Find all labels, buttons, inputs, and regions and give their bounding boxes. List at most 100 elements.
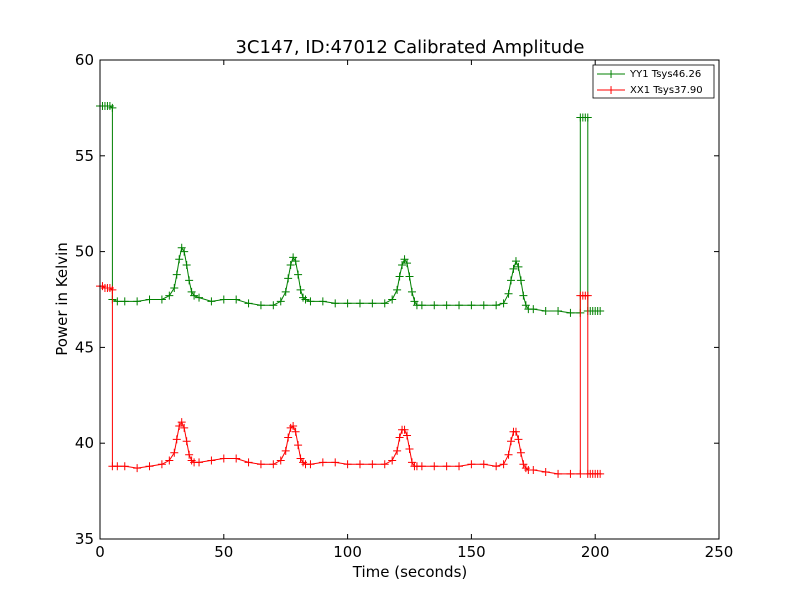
data-point-yy1 <box>185 276 194 285</box>
series-xx1 <box>96 282 605 478</box>
data-point-xx1 <box>180 423 189 432</box>
chart-title: 3C147, ID:47012 Calibrated Amplitude <box>235 37 584 58</box>
data-point-yy1 <box>120 297 129 306</box>
data-point-yy1 <box>182 261 191 270</box>
data-point-yy1 <box>388 295 397 304</box>
data-point-xx1 <box>507 437 516 446</box>
data-point-xx1 <box>318 458 327 467</box>
data-point-xx1 <box>113 462 122 471</box>
data-point-yy1 <box>170 284 179 293</box>
data-point-xx1 <box>566 469 575 478</box>
data-point-yy1 <box>343 299 352 308</box>
data-point-xx1 <box>467 460 476 469</box>
data-point-xx1 <box>455 462 464 471</box>
data-point-yy1 <box>286 261 295 270</box>
data-point-xx1 <box>284 433 293 442</box>
x-tick-label-0: 0 <box>95 543 105 561</box>
data-point-yy1 <box>492 301 501 310</box>
y-tick-label-40: 40 <box>75 434 94 452</box>
data-point-xx1 <box>417 462 426 471</box>
data-point-xx1 <box>442 462 451 471</box>
y-tick-label-35: 35 <box>75 530 94 548</box>
data-point-yy1 <box>133 297 142 306</box>
data-point-yy1 <box>368 299 377 308</box>
data-point-xx1 <box>355 460 364 469</box>
data-point-yy1 <box>398 261 407 270</box>
data-point-yy1 <box>175 255 184 264</box>
data-point-xx1 <box>511 427 520 436</box>
data-point-yy1 <box>195 293 204 302</box>
data-point-yy1 <box>514 262 523 271</box>
data-point-xx1 <box>596 469 605 478</box>
data-point-yy1 <box>331 299 340 308</box>
data-point-xx1 <box>177 418 186 427</box>
data-point-xx1 <box>492 462 501 471</box>
data-point-yy1 <box>306 297 315 306</box>
data-point-xx1 <box>182 437 191 446</box>
data-point-yy1 <box>516 276 525 285</box>
data-point-yy1 <box>108 103 117 112</box>
data-point-yy1 <box>291 257 300 266</box>
data-point-yy1 <box>276 297 285 306</box>
y-axis-label: Power in Kelvin <box>53 242 71 356</box>
data-point-yy1 <box>442 301 451 310</box>
data-point-xx1 <box>185 450 194 459</box>
data-point-yy1 <box>269 301 278 310</box>
data-point-yy1 <box>566 308 575 317</box>
data-point-xx1 <box>120 462 129 471</box>
data-point-xx1 <box>499 460 508 469</box>
data-point-xx1 <box>232 454 241 463</box>
data-point-yy1 <box>318 297 327 306</box>
legend-marker-yy1: + <box>606 67 616 81</box>
data-point-xx1 <box>400 425 409 434</box>
data-point-xx1 <box>244 458 253 467</box>
y-tick-label-60: 60 <box>75 51 94 69</box>
data-point-yy1 <box>145 295 154 304</box>
data-point-xx1 <box>504 450 513 459</box>
data-point-yy1 <box>256 301 265 310</box>
legend-marker-xx1: + <box>606 83 616 97</box>
data-point-xx1 <box>133 464 142 473</box>
data-point-yy1 <box>172 270 181 279</box>
data-point-yy1 <box>511 257 520 266</box>
data-point-xx1 <box>583 291 592 300</box>
data-point-xx1 <box>289 421 298 430</box>
data-point-xx1 <box>157 460 166 469</box>
data-point-yy1 <box>430 301 439 310</box>
data-point-xx1 <box>529 466 538 475</box>
data-point-yy1 <box>180 247 189 256</box>
data-point-xx1 <box>331 458 340 467</box>
data-point-yy1 <box>232 295 241 304</box>
data-point-xx1 <box>256 460 265 469</box>
data-point-yy1 <box>207 297 216 306</box>
data-point-yy1 <box>583 113 592 122</box>
data-point-xx1 <box>554 469 563 478</box>
data-point-yy1 <box>507 276 516 285</box>
data-point-yy1 <box>509 264 518 273</box>
data-point-yy1 <box>244 299 253 308</box>
data-point-yy1 <box>165 291 174 300</box>
y-tick-label-50: 50 <box>75 243 94 261</box>
data-point-yy1 <box>219 295 228 304</box>
data-point-yy1 <box>541 306 550 315</box>
data-point-xx1 <box>388 456 397 465</box>
data-point-yy1 <box>529 305 538 314</box>
data-point-yy1 <box>284 274 293 283</box>
data-point-yy1 <box>417 301 426 310</box>
legend-label-xx1: XX1 Tsys37.90 <box>630 85 703 96</box>
data-point-xx1 <box>195 458 204 467</box>
data-point-yy1 <box>403 259 412 268</box>
x-tick-label-100: 100 <box>333 543 362 561</box>
series-layer <box>96 101 605 478</box>
data-point-yy1 <box>393 285 402 294</box>
data-point-yy1 <box>504 289 513 298</box>
data-point-yy1 <box>301 295 310 304</box>
x-tick-label-200: 200 <box>581 543 610 561</box>
data-point-yy1 <box>281 287 290 296</box>
data-point-yy1 <box>395 272 404 281</box>
data-point-xx1 <box>291 427 300 436</box>
data-point-xx1 <box>576 469 585 478</box>
data-point-yy1 <box>296 285 305 294</box>
data-point-yy1 <box>554 306 563 315</box>
